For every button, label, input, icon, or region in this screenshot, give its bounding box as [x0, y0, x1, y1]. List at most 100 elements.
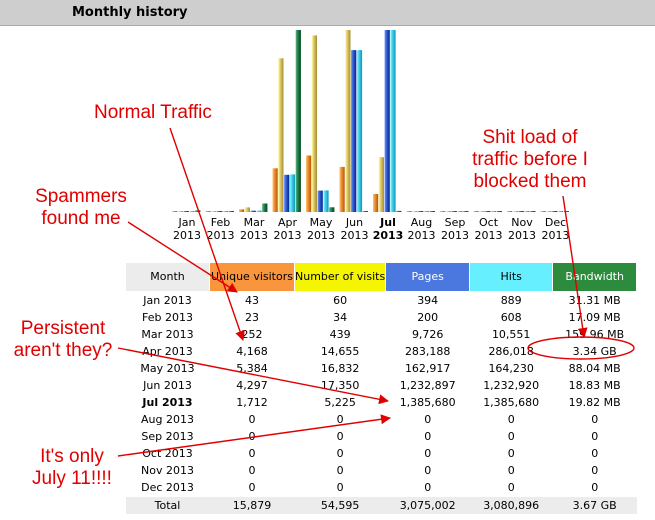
month-tick-year: 2013 — [173, 229, 201, 242]
bar-bandwidth — [329, 207, 335, 212]
bar-pages — [485, 211, 491, 212]
total-value: 3,080,896 — [469, 496, 553, 514]
bar-number-of-visits — [278, 58, 284, 212]
value-cell: 200 — [417, 311, 439, 324]
table-row: Dec 2013 0 0 0 0 0 — [126, 479, 637, 497]
bar-bandwidth — [429, 211, 435, 212]
col-header-pages[interactable]: Pages — [385, 262, 471, 292]
table-row: Aug 2013 0 0 0 0 0 — [126, 411, 637, 428]
value-cell: 0 — [507, 464, 515, 477]
bar-bandwidth — [530, 211, 536, 212]
table-row: Sep 2013 0 0 0 0 0 — [126, 428, 637, 445]
annotation-spammers-line1: Spammers — [35, 186, 127, 207]
value-cell: 34 — [333, 311, 348, 324]
month-tick-year: 2013 — [541, 229, 570, 242]
month-tick-month: Nov — [511, 216, 533, 229]
month-tick-label: Sep 2013 — [437, 216, 473, 242]
bar-pages — [552, 211, 558, 212]
value-cell: 88.04 MB — [568, 362, 621, 375]
value-cell: 4,168 — [236, 345, 268, 358]
value-cell: 0 — [591, 464, 599, 477]
month-tick-label: May 2013 — [303, 216, 339, 242]
value-cell: 0 — [507, 447, 515, 460]
value-cell: 439 — [329, 328, 351, 341]
bar-bandwidth — [396, 210, 402, 212]
col-header-unique-visitors[interactable]: Unique visitors — [209, 262, 295, 292]
bar-pages — [284, 174, 290, 212]
month-tick-label: Aug 2013 — [404, 216, 440, 242]
bar-unique-visitors — [473, 211, 479, 212]
month-cell: Mar 2013 — [141, 328, 194, 341]
table-row: May 2013 5,384 16,832 162,917 164,230 88.04 M… — [126, 360, 637, 377]
annotation-shit-load-line1: Shit load of — [482, 127, 578, 148]
value-cell: 0 — [591, 413, 599, 426]
value-cell: 889 — [500, 294, 522, 307]
month-tick-month: Sep — [444, 216, 466, 229]
bar-unique-visitors — [406, 211, 412, 212]
col-header-month[interactable]: Month — [125, 262, 210, 292]
month-tick-year: 2013 — [240, 229, 268, 242]
bar-hits — [457, 211, 463, 212]
table-row: Jun 2013 4,297 17,350 1,232,897 1,232,920 18.… — [126, 377, 637, 394]
section-title: Monthly history — [72, 5, 188, 20]
bar-pages — [217, 211, 223, 212]
bar-number-of-visits — [412, 211, 418, 212]
bar-unique-visitors — [339, 166, 345, 212]
value-cell: 17.09 MB — [568, 311, 621, 324]
table-row: Nov 2013 0 0 0 0 0 — [126, 462, 637, 479]
col-header-bandwidth[interactable]: Bandwidth — [552, 262, 638, 292]
value-cell: 5,225 — [324, 396, 356, 409]
bar-hits — [189, 211, 195, 212]
bar-number-of-visits — [445, 211, 451, 212]
bar-hits — [490, 211, 497, 212]
month-tick-month: Jun — [345, 216, 364, 229]
month-tick-year: 2013 — [307, 229, 335, 242]
month-tick-year: 2013 — [474, 229, 503, 242]
value-cell: 5,384 — [236, 362, 268, 375]
bar-bandwidth — [362, 211, 368, 212]
bar-unique-visitors — [172, 211, 178, 212]
bar-unique-visitors — [272, 168, 278, 212]
month-cell: Jan 2013 — [143, 294, 192, 307]
value-cell: 0 — [336, 464, 344, 477]
bar-number-of-visits — [211, 211, 217, 212]
value-cell: 16,832 — [320, 362, 360, 375]
total-value: 54,595 — [294, 496, 386, 514]
value-cell: 3.34 GB — [572, 345, 617, 358]
value-cell: 9,726 — [411, 328, 444, 341]
table-total-row: Total 15,879 54,595 3,075,002 3,080,896 3.67 … — [125, 496, 637, 514]
annotation-persistent-line2: aren't they? — [13, 340, 113, 361]
value-cell: 0 — [507, 481, 515, 494]
month-tick-year: 2013 — [372, 229, 404, 242]
monthly-stats-table: Month Unique visitors Number of visits P… — [125, 262, 638, 514]
bar-bandwidth — [228, 211, 234, 212]
value-cell: 4,297 — [236, 379, 268, 392]
month-tick-label: Feb 2013 — [203, 216, 239, 242]
section-header: Monthly history — [0, 0, 655, 26]
month-tick-month: Jan — [178, 216, 196, 229]
col-header-number-of-visits[interactable]: Number of visits — [293, 262, 387, 292]
value-cell: 0 — [591, 447, 599, 460]
bar-hits — [356, 50, 363, 212]
annotation-spammers: Spammers found me — [30, 186, 132, 230]
month-tick-label: Mar 2013 — [236, 216, 272, 242]
col-header-hits[interactable]: Hits — [469, 262, 554, 292]
value-cell: 394 — [417, 294, 439, 307]
value-cell: 0 — [424, 413, 432, 426]
month-tick-month: Dec — [544, 216, 567, 229]
bar-bandwidth — [195, 210, 201, 212]
value-cell: 43 — [245, 294, 259, 307]
month-cell: Dec 2013 — [141, 481, 194, 494]
month-cell: May 2013 — [140, 362, 195, 375]
table-row: Jan 2013 43 60 394 889 31.31 MB — [126, 292, 637, 310]
bar-hits — [323, 190, 329, 212]
bar-number-of-visits — [177, 211, 183, 212]
table-row: Mar 2013 252 439 9,726 10,551 159.96 MB — [126, 326, 637, 343]
bar-bandwidth — [295, 30, 301, 212]
month-cell: Sep 2013 — [141, 430, 194, 443]
value-cell: 608 — [500, 311, 522, 324]
value-cell: 0 — [424, 447, 432, 460]
value-cell: 0 — [248, 430, 256, 443]
month-cell: Feb 2013 — [142, 311, 193, 324]
bar-hits — [222, 211, 229, 212]
